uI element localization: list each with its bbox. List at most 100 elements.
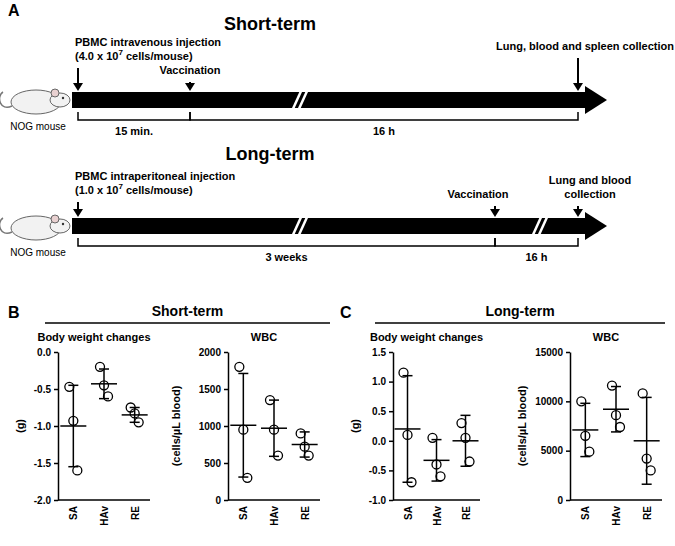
timeline-break bbox=[298, 215, 308, 237]
mean-line bbox=[603, 408, 629, 410]
y-tick: 2000 bbox=[199, 347, 228, 358]
y-tick: -1.0 bbox=[34, 421, 58, 432]
mean-line bbox=[453, 440, 479, 442]
event-arrowhead bbox=[185, 83, 195, 91]
mouse-label: NOG mouse bbox=[10, 121, 66, 132]
panel-label: B bbox=[8, 304, 20, 321]
dose-prefix: (4.0 x 10 bbox=[75, 50, 118, 62]
y-tick-label: 1500 bbox=[199, 384, 222, 395]
timeline-bar bbox=[72, 218, 587, 234]
y-tick-label: 1.5 bbox=[372, 347, 386, 358]
event-arrowhead bbox=[573, 83, 583, 91]
mouse-tail bbox=[0, 92, 12, 107]
panel-title: Short-term bbox=[152, 303, 224, 319]
plot-marks bbox=[230, 362, 317, 482]
data-point bbox=[96, 362, 105, 371]
y-tick-label: 0.0 bbox=[37, 347, 51, 358]
interval-label: 3 weeks bbox=[265, 251, 307, 263]
timeline-event: Lung and blood collection bbox=[549, 174, 631, 217]
y-tick-label: 0 bbox=[557, 495, 563, 506]
event-arrowhead bbox=[73, 83, 83, 91]
y-tick-label: 1.0 bbox=[372, 376, 386, 387]
timeline: Short-term NOG mouse PBMC intravenous inje… bbox=[0, 14, 674, 137]
x-axis: SAHAvRE bbox=[570, 500, 662, 526]
error-cap-high bbox=[238, 373, 248, 375]
chart-title: Body weight changes bbox=[37, 331, 150, 343]
data-point bbox=[65, 382, 74, 391]
x-axis-line bbox=[58, 499, 150, 501]
y-tick-label: -1.0 bbox=[369, 495, 387, 506]
timeline-event: PBMC intraperitoneal injection(1.0 x 107… bbox=[73, 170, 235, 217]
y-axis-line bbox=[570, 353, 572, 501]
data-point bbox=[407, 478, 416, 487]
x-axis-line bbox=[393, 499, 480, 501]
y-tick-mark bbox=[566, 352, 570, 354]
x-tick-label: SA bbox=[68, 506, 79, 520]
x-tick: HAv bbox=[432, 500, 443, 526]
y-tick: -1.5 bbox=[34, 458, 58, 469]
mean-line bbox=[395, 428, 421, 430]
panel-a: A Short-term NOG mouse PBMC intravenous inj… bbox=[0, 2, 674, 263]
y-tick-mark bbox=[389, 470, 393, 472]
panel-header: CLong-term bbox=[340, 303, 665, 323]
x-tick-label: HAv bbox=[99, 506, 110, 526]
plot-marks bbox=[60, 362, 147, 475]
data-point bbox=[646, 466, 655, 475]
error-cap-high bbox=[461, 415, 471, 417]
mean-line bbox=[634, 440, 660, 442]
event-arrowhead bbox=[73, 209, 83, 217]
y-axis-title: (g) bbox=[14, 419, 26, 433]
event-label: collection bbox=[564, 188, 616, 200]
y-tick-mark bbox=[54, 463, 58, 465]
chart-title: WBC bbox=[251, 331, 277, 343]
chart: Body weight changes(g)-2.0-1.5-1.0-0.50.… bbox=[14, 331, 151, 526]
timeline-event: PBMC intravenous injection(4.0 x 107 cel… bbox=[73, 36, 221, 91]
y-tick-mark bbox=[566, 401, 570, 403]
x-tick: SA bbox=[580, 500, 591, 520]
mouse-eye bbox=[62, 223, 64, 225]
y-tick-mark bbox=[54, 352, 58, 354]
chart: Body weight changes(g)-1.0-0.50.00.51.01… bbox=[349, 331, 483, 526]
y-tick-label: -0.5 bbox=[369, 465, 387, 476]
y-tick-mark bbox=[566, 500, 570, 502]
y-tick-mark bbox=[224, 463, 228, 465]
x-tick-label: RE bbox=[130, 506, 141, 520]
timeline-break bbox=[298, 89, 308, 111]
mouse-ear bbox=[51, 89, 59, 97]
timeline: Long-termNOG mousePBMC intraperitoneal i… bbox=[0, 144, 631, 263]
data-point bbox=[616, 422, 625, 431]
mean-line bbox=[122, 414, 148, 416]
mouse-icon bbox=[0, 215, 70, 240]
event-dose: (1.0 x 107 cells/mouse) bbox=[75, 182, 193, 196]
y-axis-title: (cells/µL blood) bbox=[170, 385, 182, 466]
x-axis-line bbox=[570, 499, 662, 501]
data-point bbox=[457, 419, 466, 428]
event-arrow bbox=[577, 58, 579, 85]
y-tick: 0.0 bbox=[37, 347, 58, 358]
timeline-title: Short-term bbox=[224, 14, 316, 34]
plot-marks bbox=[572, 381, 659, 484]
data-point bbox=[69, 416, 78, 425]
data-point bbox=[432, 460, 441, 469]
x-tick-label: SA bbox=[580, 506, 591, 520]
figure: A Short-term NOG mouse PBMC intravenous inj… bbox=[0, 0, 675, 546]
x-tick: RE bbox=[642, 500, 653, 520]
x-tick-label: HAv bbox=[432, 506, 443, 526]
panel-label: A bbox=[8, 2, 20, 19]
y-tick-mark bbox=[224, 389, 228, 391]
event-label: Lung and blood bbox=[549, 174, 631, 186]
mouse-ear bbox=[51, 215, 59, 223]
data-point bbox=[304, 451, 313, 460]
event-label: PBMC intravenous injection bbox=[75, 36, 221, 48]
y-tick-label: -1.0 bbox=[34, 421, 52, 432]
y-tick: -1.0 bbox=[369, 495, 393, 506]
y-tick: 10000 bbox=[535, 396, 570, 407]
x-tick-label: RE bbox=[461, 506, 472, 520]
panel-rule bbox=[45, 322, 330, 324]
y-tick-mark bbox=[566, 450, 570, 452]
timeline-event: Vaccination bbox=[447, 188, 508, 217]
event-dose: (4.0 x 107 cells/mouse) bbox=[75, 48, 193, 62]
chart: WBC(cells/µL blood)050001000015000SAHAvR… bbox=[516, 331, 662, 526]
chart: WBC(cells/µL blood)0500100015002000SAHAv… bbox=[170, 331, 320, 526]
y-tick: -2.0 bbox=[34, 495, 58, 506]
